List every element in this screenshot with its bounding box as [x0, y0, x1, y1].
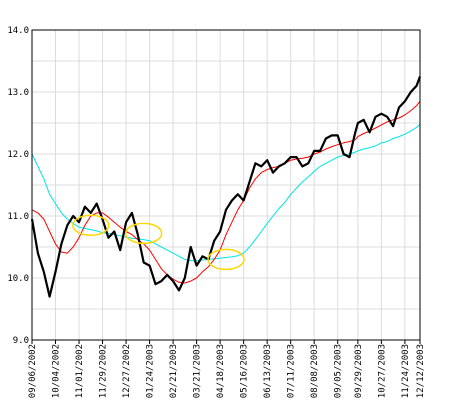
series-line-1 — [31, 100, 421, 284]
y-tick-label: 12.0 — [7, 150, 29, 160]
x-tick-label: 08/08/2003 — [310, 344, 320, 398]
x-tick-label: 06/13/2003 — [263, 344, 273, 398]
series-layer — [30, 76, 422, 298]
series-line-2 — [31, 123, 421, 262]
highlight-layer — [72, 214, 245, 271]
x-tick-label: 02/21/2003 — [169, 344, 179, 398]
x-axis: 09/06/2002 10/04/2002 11/01/2002 11/29/2002… — [28, 340, 426, 398]
x-tick-label: 11/24/2003 — [401, 344, 411, 398]
y-tick-label: 9.0 — [13, 336, 29, 346]
highlight-ellipse — [124, 222, 163, 245]
y-axis: 9.0 10.0 11.0 12.0 13.0 14.0 — [7, 26, 29, 346]
x-tick-label: 11/01/2002 — [75, 344, 85, 398]
x-tick-label: 11/29/2002 — [99, 344, 109, 398]
x-tick-label: 04/18/2003 — [216, 344, 226, 398]
x-tick-label: 10/04/2002 — [52, 344, 62, 398]
x-tick-label: 12/12/2003 — [416, 344, 426, 398]
y-tick-label: 11.0 — [7, 212, 29, 222]
plot-frame — [31, 29, 421, 341]
x-tick-label: 09/29/2003 — [354, 344, 364, 398]
x-tick-label: 03/21/2003 — [193, 344, 203, 398]
x-tick-label: 10/27/2003 — [377, 344, 387, 398]
highlight-ellipse — [72, 214, 110, 237]
x-tick-label: 07/11/2003 — [287, 344, 297, 398]
x-tick-label: 09/06/2002 — [28, 344, 38, 398]
y-tick-label: 10.0 — [7, 274, 29, 284]
x-tick-label: 05/16/2003 — [240, 344, 250, 398]
highlight-ellipse — [207, 248, 245, 271]
x-tick-label: 12/27/2002 — [122, 344, 132, 398]
series-line-0 — [30, 76, 422, 298]
x-tick-label: 09/05/2003 — [334, 344, 344, 398]
y-tick-label: 13.0 — [7, 88, 29, 98]
x-tick-label: 01/24/2003 — [146, 344, 156, 398]
y-tick-label: 14.0 — [7, 26, 29, 36]
